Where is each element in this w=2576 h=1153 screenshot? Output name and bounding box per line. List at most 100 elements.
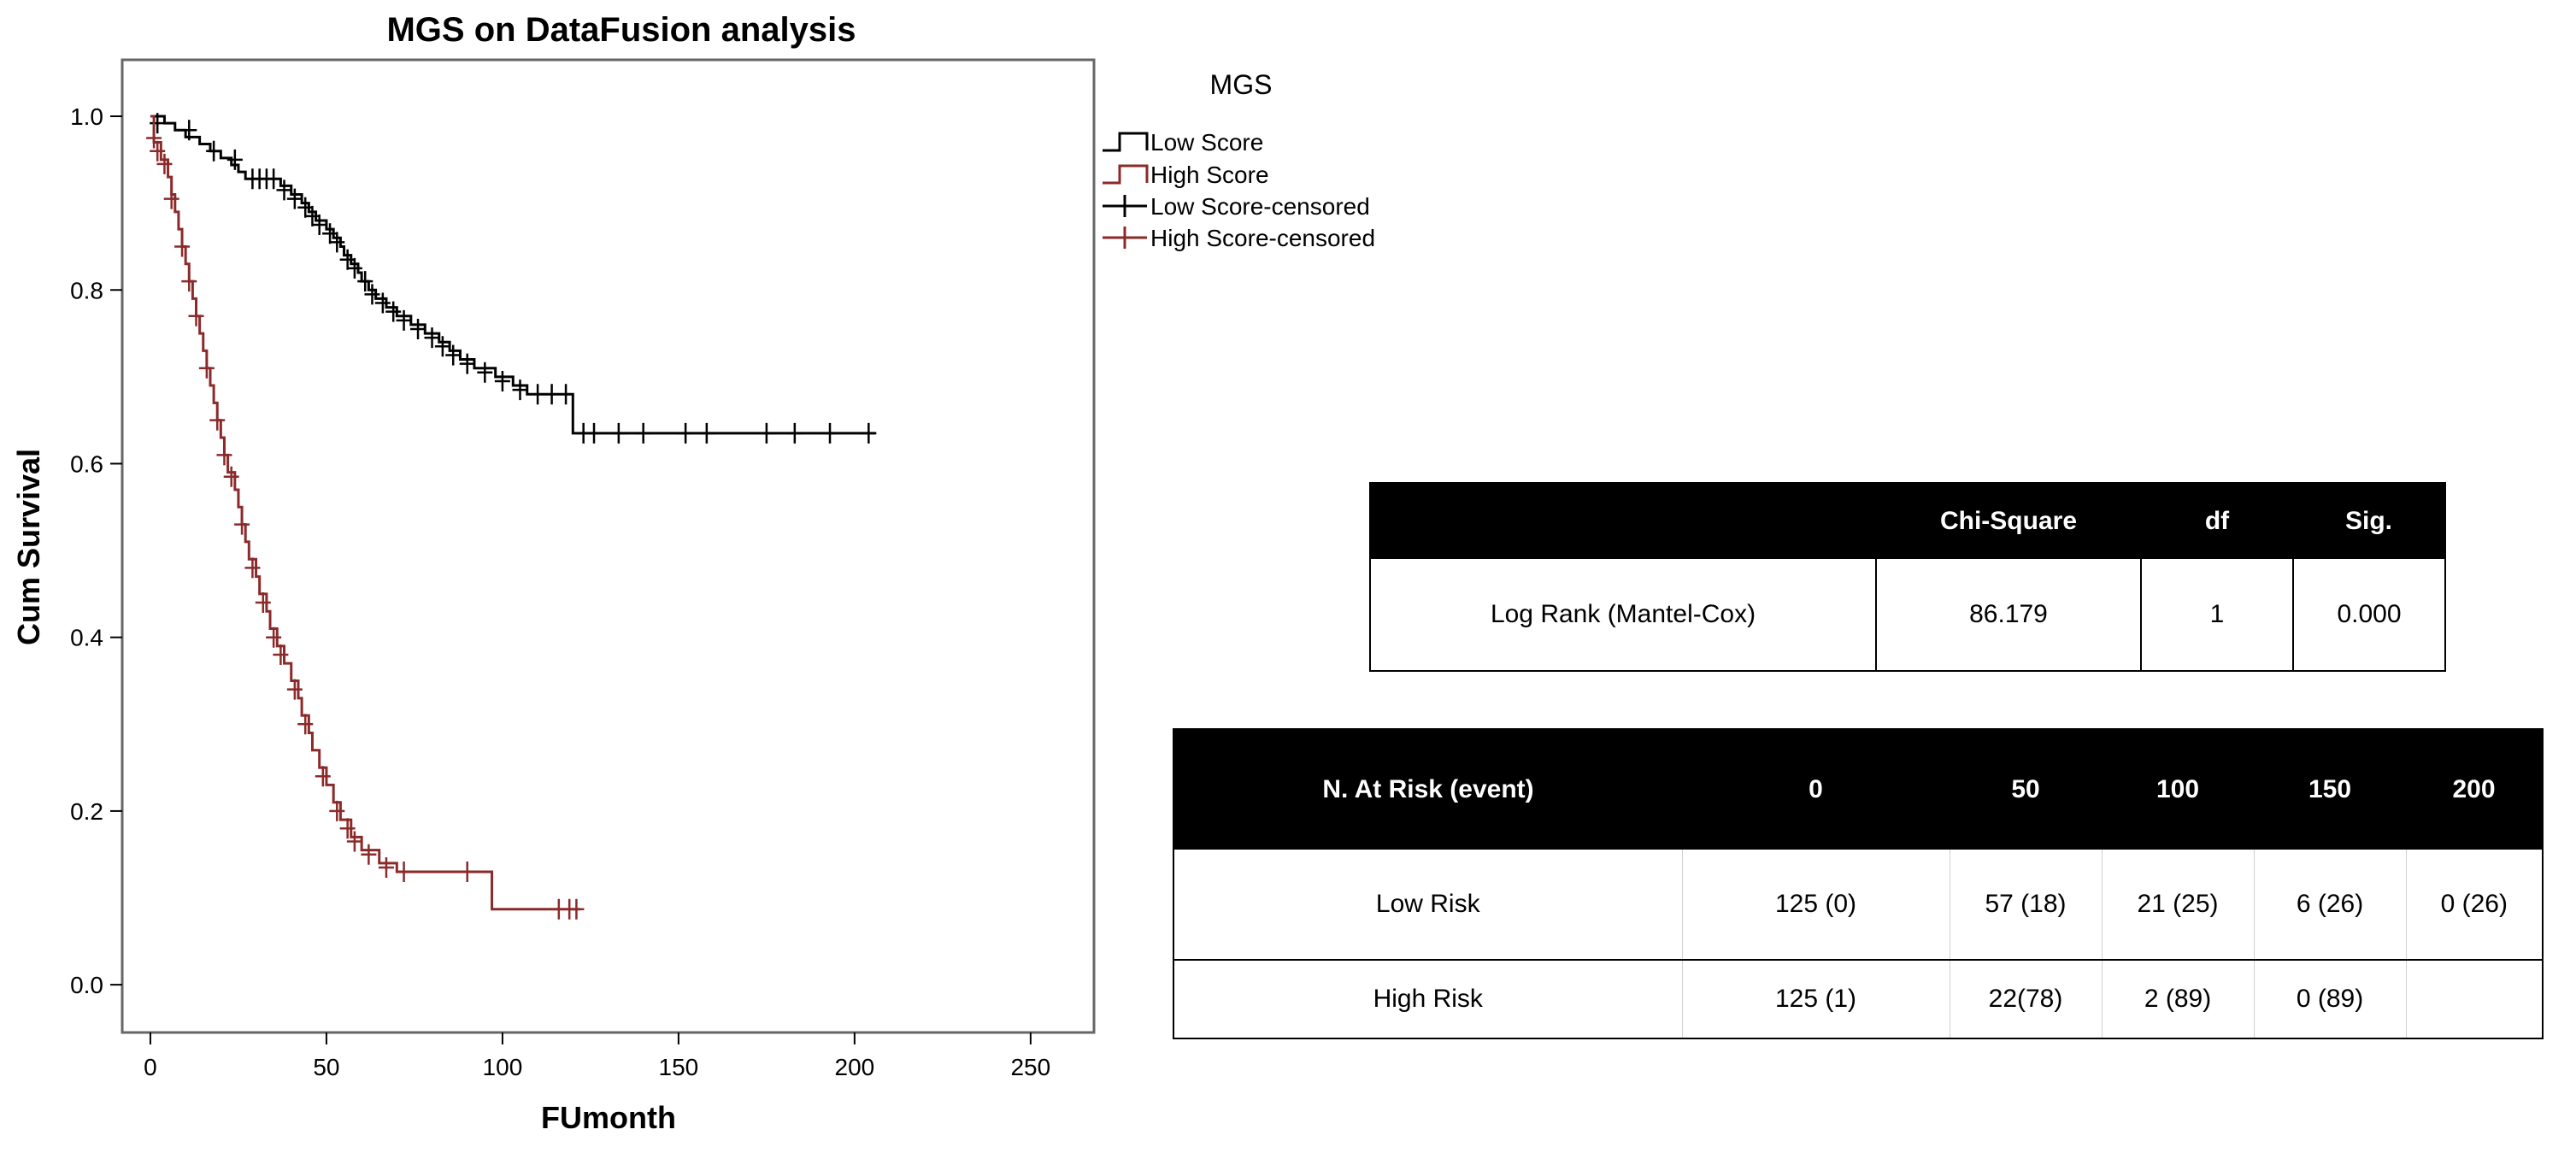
- high-score-censor-mark: [286, 679, 303, 700]
- low-score-censor-mark: [374, 292, 391, 314]
- legend-label-high-score: High Score: [1150, 162, 1269, 188]
- high-score-censor-mark: [297, 714, 314, 735]
- low-score-censor-mark: [512, 379, 528, 401]
- plot-frame: [121, 58, 1096, 1034]
- legend-swatch-high-score: [1103, 164, 1149, 185]
- high-score-censor-mark: [361, 844, 377, 865]
- high-score-censor-mark: [244, 557, 261, 579]
- risk-cell: 0 (26): [2406, 850, 2543, 961]
- risk-cell: 0 (89): [2254, 960, 2407, 1038]
- high-score-censor-mark: [315, 766, 331, 787]
- risk-cell: [2406, 960, 2543, 1038]
- x-tick-label: 50: [313, 1054, 339, 1080]
- high-score-censor-mark: [346, 831, 362, 852]
- low-score-censor-mark: [276, 179, 292, 201]
- logrank-header-chi-square: Chi-Square: [1876, 483, 2141, 559]
- logrank-header-df: df: [2141, 483, 2293, 559]
- high-score-censor-mark: [223, 466, 239, 487]
- high-score-censor-mark: [339, 818, 356, 839]
- low-score-censor-mark: [459, 353, 475, 374]
- legend-label-low-score-censored: Low Score-censored: [1150, 193, 1370, 220]
- censor-marks: [146, 113, 877, 920]
- risk-header-label: N. At Risk (event): [1173, 729, 1682, 850]
- axis-ticks: 0 50 100 150 200 250 0.0 0.2 0.4 0.6 0.8 1.0: [70, 103, 1050, 1080]
- high-score-censor-mark: [150, 140, 166, 162]
- risk-cell: High Risk: [1173, 960, 1683, 1038]
- logrank-df-value: 1: [2141, 559, 2294, 671]
- logrank-sig-value: 0.000: [2293, 559, 2445, 671]
- survival-curves: [150, 115, 876, 911]
- risk-table: N. At Risk (event) 0 50 100 150 200 Low …: [1173, 728, 2544, 1039]
- logrank-header-row: Chi-Square df Sig.: [1370, 483, 2445, 559]
- low-score-censor-mark: [286, 188, 303, 209]
- chart-title: MGS on DataFusion analysis: [386, 11, 856, 49]
- low-score-censor-mark: [339, 249, 356, 270]
- legend-swatch-low-score: [1103, 132, 1149, 152]
- risk-row-low: Low Risk 125 (0) 57 (18) 21 (25) 6 (26) …: [1173, 850, 2543, 961]
- high-score-censor-mark: [378, 856, 394, 878]
- high-score-censor-mark: [273, 644, 289, 666]
- legend: MGS Low Score High Score Low Score-censo…: [1103, 69, 1375, 251]
- risk-cell: 125 (0): [1682, 850, 1950, 961]
- y-tick-label: 0.0: [70, 972, 103, 998]
- risk-row-high: High Risk 125 (1) 22(78) 2 (89) 0 (89): [1173, 960, 2543, 1038]
- y-tick-label: 0.6: [70, 450, 103, 477]
- low-score-censor-mark: [385, 301, 402, 322]
- risk-header-100: 100: [2102, 729, 2254, 850]
- risk-cell: Low Risk: [1173, 850, 1683, 961]
- logrank-table: Chi-Square df Sig. Log Rank (Mantel-Cox)…: [1369, 482, 2446, 672]
- high-score-curve: [150, 115, 580, 911]
- high-score-censor-mark: [156, 153, 173, 174]
- legend-swatch-low-score-censored: [1103, 195, 1147, 217]
- high-score-censor-mark: [255, 592, 271, 614]
- risk-cell: 21 (25): [2102, 850, 2255, 961]
- legend-title: MGS: [1210, 69, 1273, 100]
- low-score-censor-mark: [410, 318, 426, 339]
- x-tick-label: 250: [1010, 1054, 1050, 1080]
- low-score-censor-mark: [434, 336, 450, 357]
- low-score-censor-mark: [329, 232, 345, 253]
- x-tick-label: 150: [659, 1054, 699, 1080]
- risk-cell: 6 (26): [2254, 850, 2407, 961]
- risk-header-0: 0: [1682, 729, 1950, 850]
- low-score-censor-mark: [322, 223, 338, 244]
- y-tick-label: 0.4: [70, 625, 103, 651]
- x-tick-label: 200: [835, 1054, 875, 1080]
- low-score-censor-mark: [445, 344, 462, 366]
- risk-header-150: 150: [2254, 729, 2406, 850]
- risk-cell: 125 (1): [1682, 960, 1950, 1038]
- x-tick-label: 100: [483, 1054, 523, 1080]
- high-score-censor-mark: [266, 627, 282, 648]
- legend-label-low-score: Low Score: [1150, 129, 1263, 156]
- x-axis-label: FUmonth: [541, 1100, 676, 1135]
- y-tick-label: 0.2: [70, 798, 103, 825]
- y-tick-label: 1.0: [70, 103, 103, 130]
- high-score-censor-mark: [329, 800, 345, 821]
- low-score-censor-mark: [346, 257, 362, 279]
- low-score-censor-mark: [396, 309, 412, 331]
- risk-cell: 22(78): [1950, 960, 2103, 1038]
- low-score-censor-mark: [364, 284, 380, 305]
- low-score-censor-mark: [494, 370, 510, 391]
- logrank-header-test: [1370, 483, 1876, 559]
- logrank-row: Log Rank (Mantel-Cox) 86.179 1 0.000: [1370, 559, 2445, 671]
- low-score-curve: [150, 115, 876, 435]
- km-chart: MGS on DataFusion analysis 0 50 100 150 200 2…: [11, 11, 1375, 1135]
- risk-cell: 57 (18): [1950, 850, 2103, 961]
- x-tick-label: 0: [144, 1054, 157, 1080]
- low-score-censor-mark: [424, 327, 440, 349]
- low-score-censor-mark: [477, 362, 493, 383]
- low-score-censor-mark: [304, 205, 321, 226]
- legend-swatch-high-score-censored: [1103, 226, 1147, 249]
- y-axis-label: Cum Survival: [11, 449, 46, 645]
- y-tick-label: 0.8: [70, 277, 103, 303]
- risk-header-row: N. At Risk (event) 0 50 100 150 200: [1173, 729, 2543, 850]
- low-score-censor-mark: [226, 149, 243, 170]
- low-score-censor-mark: [311, 215, 327, 236]
- risk-header-200: 200: [2406, 729, 2543, 850]
- legend-label-high-score-censored: High Score-censored: [1150, 225, 1375, 251]
- logrank-header-sig: Sig.: [2293, 483, 2445, 559]
- risk-cell: 2 (89): [2102, 960, 2255, 1038]
- logrank-test-name: Log Rank (Mantel-Cox): [1370, 559, 1877, 671]
- logrank-chi-square-value: 86.179: [1876, 559, 2142, 671]
